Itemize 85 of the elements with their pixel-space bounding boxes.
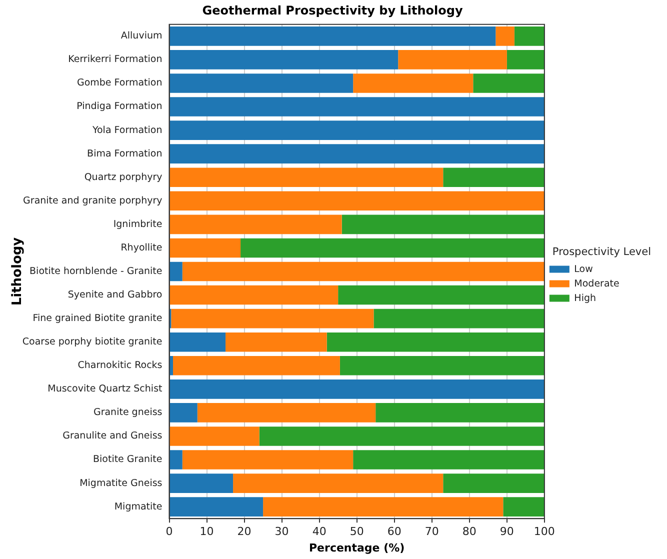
y-tick-label: Rhyollite [120, 242, 162, 254]
y-tick-label: Granite gneiss [93, 407, 162, 418]
bar [182, 450, 354, 470]
bar [496, 26, 514, 46]
x-tick-label: 20 [237, 525, 252, 538]
y-tick-label: Coarse porphy biotite granite [22, 336, 162, 348]
y-tick-label: Alluvium [120, 30, 162, 42]
bar [170, 168, 444, 188]
x-tick-label: 10 [200, 525, 214, 538]
x-tick-label: 50 [350, 525, 364, 538]
bar [506, 50, 544, 70]
bar [170, 332, 226, 352]
bar [374, 308, 544, 328]
bar [170, 426, 260, 446]
bar [259, 426, 544, 446]
bar [338, 285, 544, 305]
legend-label: High [574, 292, 596, 304]
bar [170, 285, 338, 305]
bar [503, 497, 544, 516]
x-tick-label: 60 [387, 525, 402, 538]
y-axis-title: Lithology [10, 236, 26, 306]
bar [443, 168, 544, 188]
bar [170, 403, 198, 422]
y-tick-label: Quartz porphyry [84, 172, 163, 183]
bar [398, 50, 507, 70]
y-tick-label: Biotite hornblende - Granite [30, 266, 162, 277]
y-tick-label: Fine grained Biotite granite [32, 313, 162, 324]
x-tick-label: 100 [534, 525, 555, 538]
bar [170, 74, 354, 93]
x-tick-label: 40 [312, 525, 326, 538]
y-tick-label: Biotite Granite [93, 454, 162, 466]
x-tick-label: 80 [462, 525, 476, 538]
bar [170, 380, 544, 399]
y-tick-label: Migmatite [114, 501, 162, 512]
y-tick-label: Yola Formation [91, 124, 162, 136]
bar [353, 450, 544, 470]
legend-title: Prospectivity Level [552, 246, 651, 258]
bar [473, 74, 544, 93]
bar [514, 26, 544, 46]
legend-label: Moderate [574, 278, 620, 290]
bar [170, 144, 544, 164]
y-tick-label: Syenite and Gabbro [68, 290, 162, 300]
bar [170, 191, 544, 211]
bar [263, 497, 504, 516]
bar [170, 214, 342, 234]
bar [170, 450, 182, 470]
y-tick-label: Pindiga Formation [76, 101, 162, 112]
y-tick-label: Granite and granite porphyry [23, 195, 163, 206]
bar [376, 403, 544, 422]
x-tick-label: 90 [500, 525, 514, 538]
bar [240, 238, 544, 258]
chart-title: Geothermal Prospectivity by Lithology [202, 3, 463, 18]
x-axis-title: Percentage (%) [308, 541, 405, 554]
legend-label: Low [574, 264, 594, 275]
bar [173, 356, 340, 376]
x-tick-label: 0 [166, 525, 173, 538]
bar [226, 332, 327, 352]
bar [342, 214, 544, 234]
bar [170, 97, 544, 116]
bar [170, 120, 544, 140]
y-tick-label: Gombe Formation [76, 78, 162, 89]
bar [170, 497, 264, 516]
bar [170, 262, 182, 282]
y-tick-label: Bima Formation [87, 148, 162, 160]
bar [233, 474, 444, 493]
bar [170, 50, 398, 70]
y-tick-label: Charnokitic Rocks [78, 360, 162, 372]
bar [170, 356, 173, 376]
bar [326, 332, 544, 352]
bar [443, 474, 544, 493]
y-tick-label: Granulite and Gneiss [62, 430, 162, 442]
bar [170, 238, 241, 258]
x-tick-label: 70 [424, 525, 439, 538]
bar [170, 26, 496, 46]
bar [353, 74, 474, 93]
y-tick-label: Migmatite Gneiss [80, 478, 162, 489]
y-tick-label: Ignimbrite [113, 218, 162, 230]
bar [197, 403, 376, 422]
x-tick-label: 30 [274, 525, 289, 538]
bar [171, 308, 374, 328]
bar [182, 262, 544, 282]
bar [340, 356, 544, 376]
y-tick-label: Kerrikerri Formation [68, 54, 162, 66]
y-tick-label: Muscovite Quartz Schist [48, 384, 163, 395]
bar [170, 474, 234, 493]
